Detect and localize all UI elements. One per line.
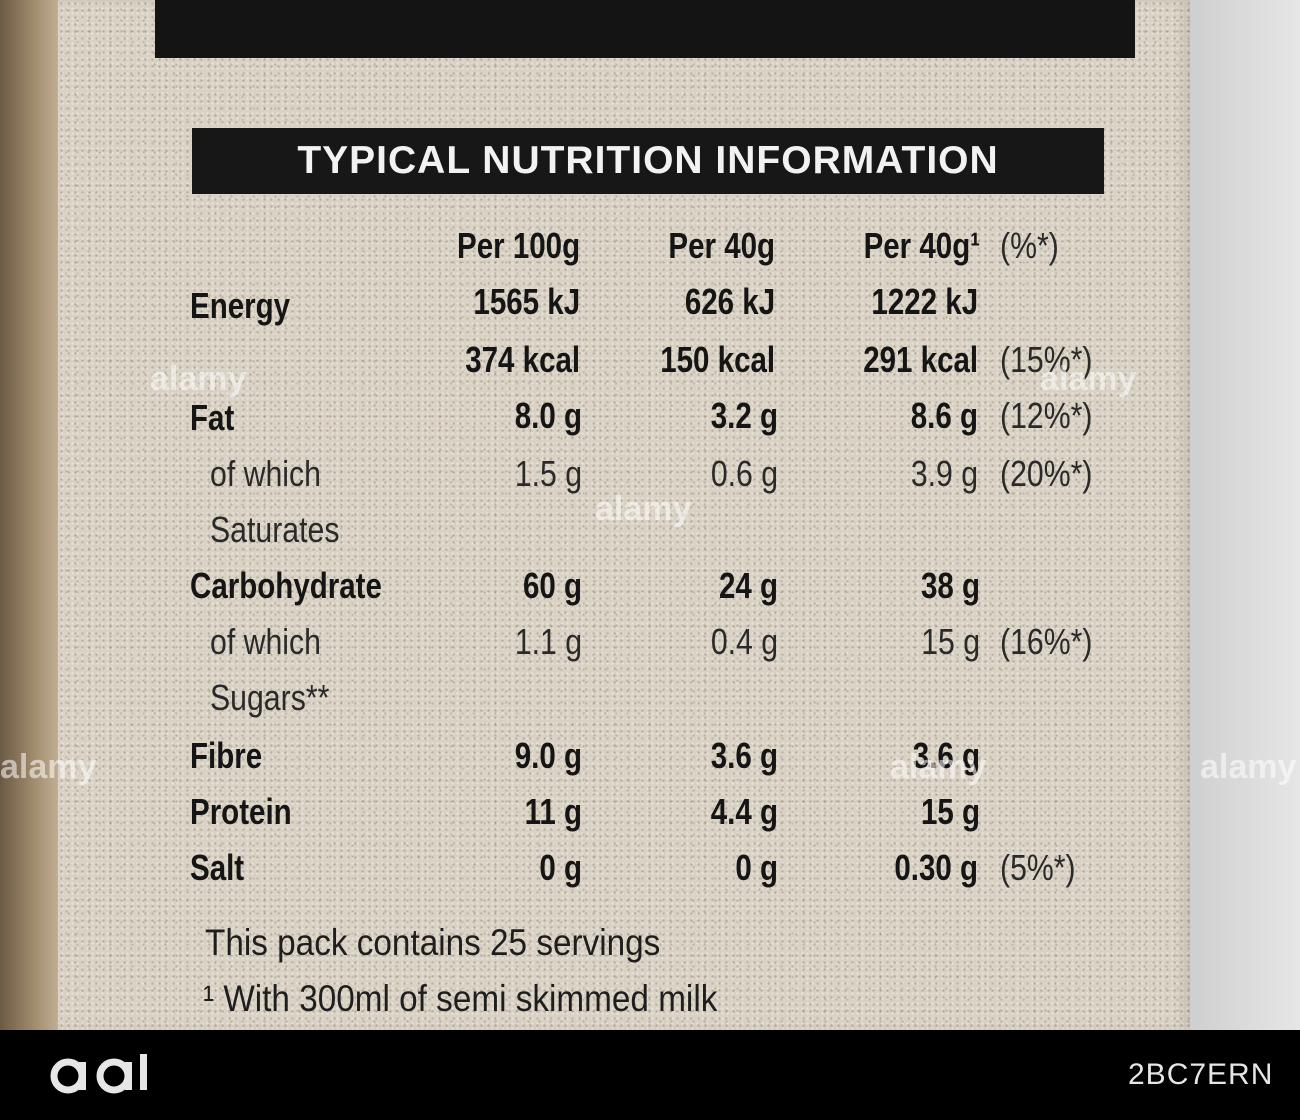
sugars-40-milk: 15 g — [921, 621, 980, 662]
sugars-percent: (16%*) — [1000, 621, 1093, 662]
protein-100: 11 g — [524, 791, 582, 832]
carbohydrate-label: Carbohydrate — [190, 565, 382, 606]
saturates-40-milk: 3.9 g — [910, 453, 978, 494]
servings-note: This pack contains 25 servings — [205, 922, 661, 963]
energy-kj-100: 1565 kJ — [473, 281, 580, 322]
energy-kj-40-milk: 1222 kJ — [871, 281, 978, 322]
watermark: alamy — [595, 490, 692, 528]
saturates-percent: (20%*) — [1000, 453, 1093, 494]
fat-40-milk: 8.6 g — [910, 395, 978, 436]
header-per-100g: Per 100g — [456, 225, 580, 266]
energy-kj-40: 626 kJ — [684, 281, 775, 322]
salt-percent: (5%*) — [1000, 847, 1076, 888]
nutrition-heading: TYPICAL NUTRITION INFORMATION — [192, 128, 1104, 194]
fat-40: 3.2 g — [710, 395, 778, 436]
protein-40-milk: 15 g — [920, 791, 980, 832]
watermark: alamy — [1200, 748, 1297, 786]
fat-label: Fat — [190, 397, 235, 438]
carbohydrate-40-milk: 38 g — [920, 565, 980, 606]
fibre-40: 3.6 g — [710, 735, 778, 776]
top-black-band — [155, 0, 1135, 58]
protein-label: Protein — [190, 791, 292, 832]
sugars-40: 0.4 g — [710, 621, 778, 662]
salt-40-milk: 0.30 g — [894, 847, 978, 888]
header-percent: (%*) — [1000, 225, 1059, 266]
energy-kcal-40-milk: 291 kcal — [863, 339, 978, 380]
saturates-label-1: of which — [210, 453, 321, 494]
stock-image-id: 2BC7ERN — [1128, 1058, 1274, 1091]
protein-40: 4.4 g — [710, 791, 778, 832]
saturates-100: 1.5 g — [514, 453, 582, 494]
energy-percent: (15%*) — [1000, 339, 1093, 380]
energy-label: Energy — [190, 285, 291, 326]
salt-100: 0 g — [539, 847, 582, 888]
salt-40: 0 g — [735, 847, 778, 888]
header-per-40g-milk: Per 40g¹ — [863, 225, 980, 266]
stock-strip — [0, 1030, 1300, 1120]
sugars-100: 1.1 g — [514, 621, 582, 662]
fibre-100: 9.0 g — [514, 735, 582, 776]
saturates-40: 0.6 g — [710, 453, 778, 494]
background — [1190, 0, 1300, 1030]
salt-label: Salt — [190, 847, 245, 888]
sugars-label-2: Sugars** — [210, 677, 330, 718]
sugars-label-1: of which — [210, 621, 321, 662]
watermark: alamy — [150, 360, 247, 398]
alamy-logo-icon — [50, 1054, 147, 1094]
energy-kcal-40: 150 kcal — [660, 339, 775, 380]
fibre-40-milk: 3.6 g — [912, 735, 980, 776]
carbohydrate-40: 24 g — [718, 565, 778, 606]
watermark: alamy — [890, 748, 987, 786]
milk-footnote: ¹ With 300ml of semi skimmed milk — [203, 978, 718, 1019]
saturates-label-2: Saturates — [210, 509, 340, 550]
energy-kcal-100: 374 kcal — [465, 339, 580, 380]
watermark: alamy — [0, 748, 97, 786]
watermark: alamy — [1040, 360, 1137, 398]
header-per-40g: Per 40g — [668, 225, 775, 266]
fat-percent: (12%*) — [1000, 395, 1093, 436]
carbohydrate-100: 60 g — [522, 565, 582, 606]
fibre-label: Fibre — [190, 735, 263, 776]
fat-100: 8.0 g — [514, 395, 582, 436]
box-edge — [0, 0, 60, 1030]
